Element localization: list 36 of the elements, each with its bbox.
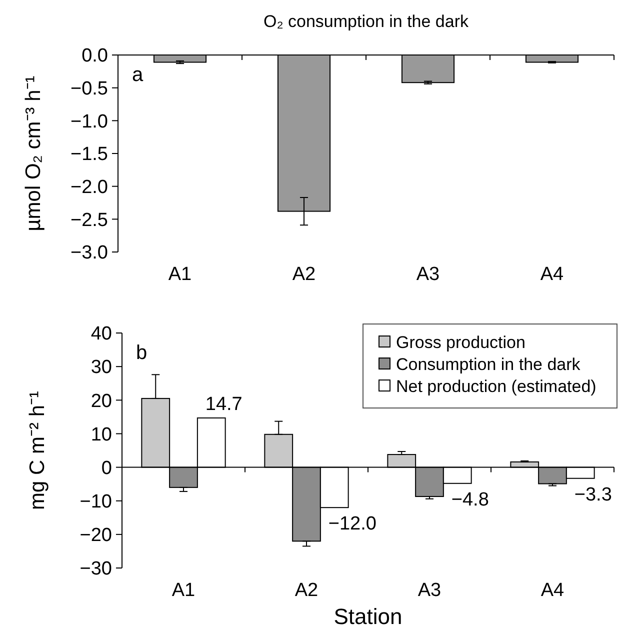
x-tick-label: A4 [540, 580, 565, 601]
annotation: b [136, 342, 148, 364]
x-tick-label: A3 [416, 264, 440, 285]
data-label: −3.3 [574, 484, 612, 506]
x-tick-label: A1 [168, 264, 192, 285]
x-axis-title: Station [334, 604, 402, 629]
legend-label: Gross production [396, 332, 526, 352]
y-axis-title: µmol O₂ cm⁻³ h⁻¹ [22, 76, 45, 232]
data-label: −4.8 [451, 489, 489, 510]
y-tick-label: 0.0 [82, 46, 108, 67]
annotation: a [132, 64, 144, 86]
legend-label: Net production (estimated) [396, 376, 596, 396]
y-tick-label: −10 [80, 492, 112, 513]
chart-title: O₂ consumption in the dark [263, 12, 470, 31]
y-tick-label: 30 [90, 357, 112, 378]
y-tick-label: 10 [90, 424, 112, 446]
x-tick-label: A2 [294, 580, 318, 601]
y-tick-label: 40 [90, 324, 112, 345]
y-axis-title: mg C m⁻² h⁻¹ [26, 390, 49, 510]
y-tick-label: −1.0 [70, 111, 108, 132]
x-tick-label: A1 [172, 580, 196, 601]
x-tick-label: A2 [292, 264, 316, 285]
y-tick-label: 0 [101, 458, 112, 479]
y-tick-label: −0.5 [70, 78, 108, 100]
y-tick-label: −2.5 [70, 210, 108, 231]
x-tick-label: A3 [418, 580, 442, 601]
y-tick-label: −2.0 [70, 176, 108, 198]
y-tick-label: −20 [80, 525, 112, 546]
data-label: −12.0 [328, 514, 376, 535]
y-tick-label: −1.5 [70, 144, 108, 166]
y-tick-label: 20 [90, 390, 112, 412]
x-tick-label: A4 [540, 264, 564, 285]
legend-label: Consumption in the dark [396, 354, 581, 374]
data-label: 14.7 [205, 394, 242, 415]
y-tick-label: −3.0 [70, 242, 108, 264]
y-tick-label: −30 [80, 558, 112, 580]
